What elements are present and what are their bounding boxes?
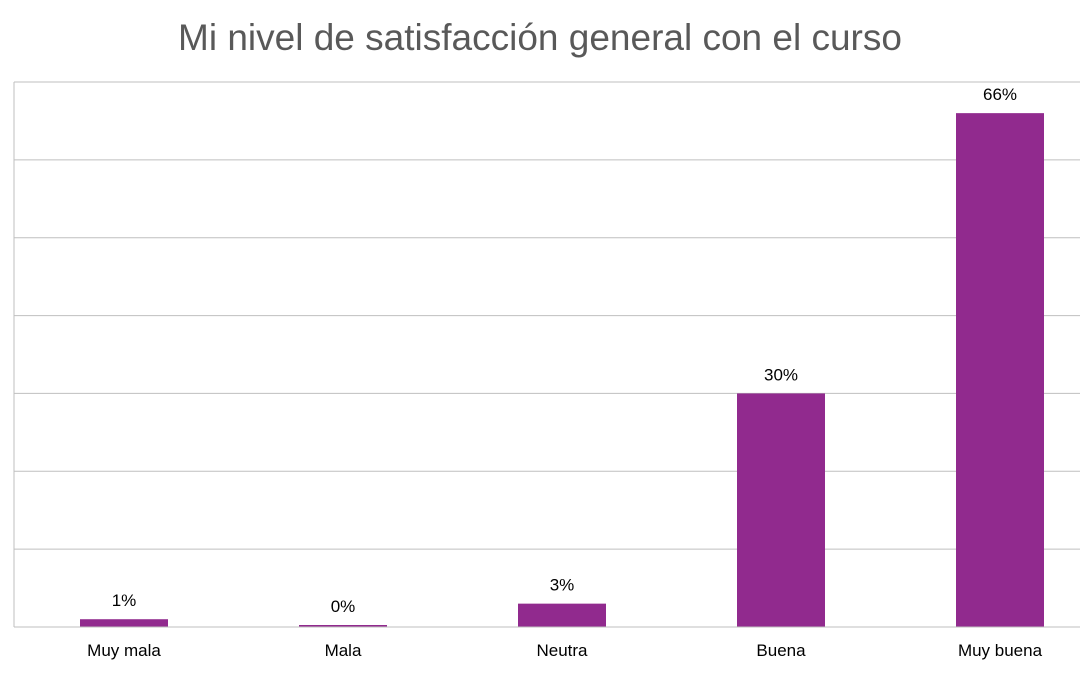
chart-title: Mi nivel de satisfacción general con el … xyxy=(178,17,902,58)
bar-neutra xyxy=(518,603,606,627)
data-label: 0% xyxy=(331,597,356,616)
data-labels: 1% 0% 3% 30% 66% xyxy=(112,85,1017,616)
category-label: Mala xyxy=(325,641,362,660)
bar-muy-buena xyxy=(956,113,1044,627)
bar-muy-mala xyxy=(80,619,168,627)
category-label: Neutra xyxy=(536,641,588,660)
data-label: 30% xyxy=(764,365,798,384)
category-labels: Muy mala Mala Neutra Buena Muy buena xyxy=(87,641,1042,660)
gridlines xyxy=(13,81,1080,627)
data-label: 66% xyxy=(983,85,1017,104)
bar-mala xyxy=(299,625,387,627)
bar-buena xyxy=(737,393,825,627)
category-label: Muy mala xyxy=(87,641,161,660)
data-label: 1% xyxy=(112,591,137,610)
bars xyxy=(80,113,1044,627)
category-label: Muy buena xyxy=(958,641,1043,660)
data-label: 3% xyxy=(550,576,575,595)
category-label: Buena xyxy=(756,641,806,660)
